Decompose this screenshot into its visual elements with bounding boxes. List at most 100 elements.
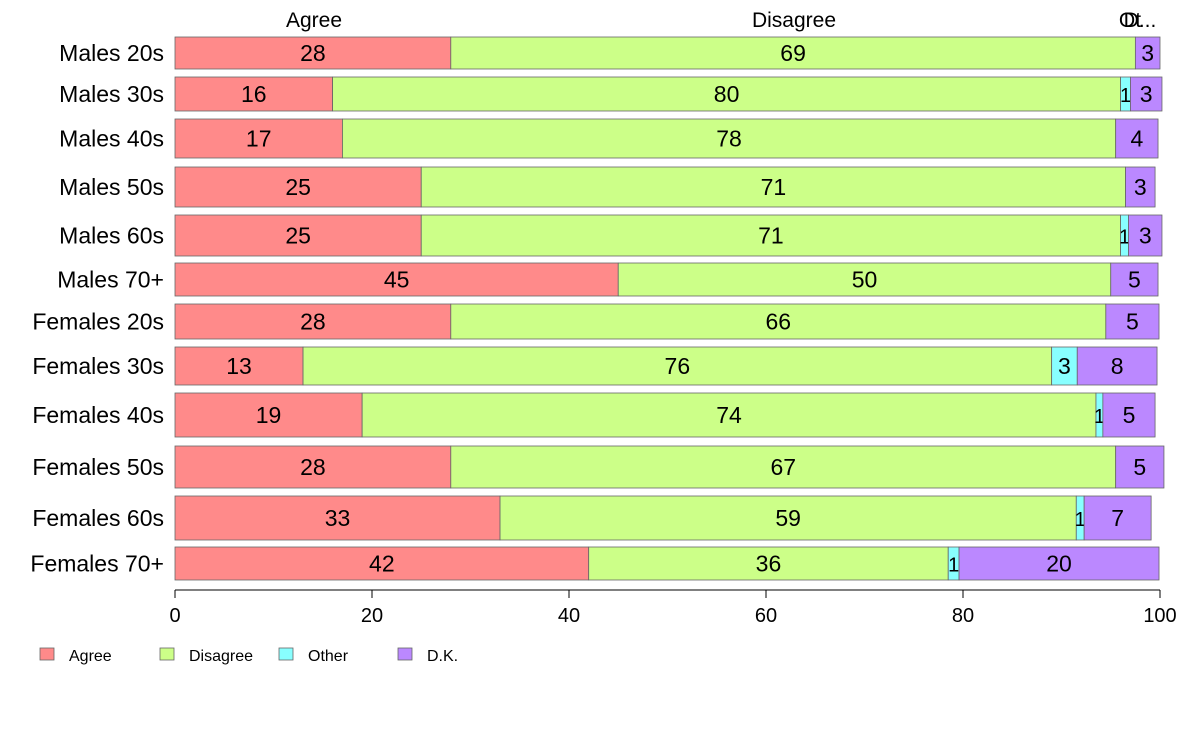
legend-label: Agree — [69, 648, 112, 665]
bar-value-label: 1 — [1075, 509, 1086, 531]
category-label: Males 60s — [59, 223, 164, 249]
bar-value-label: 25 — [285, 223, 311, 249]
bar-value-label: 50 — [852, 267, 878, 293]
bar-agree-3 — [174, 166, 422, 208]
legend-label: D.K. — [427, 648, 458, 665]
bar-d-k--1 — [1130, 76, 1163, 112]
bar-d-k--9 — [1115, 445, 1165, 489]
bar-disagree-4 — [420, 214, 1121, 257]
bar-agree-2 — [174, 118, 343, 159]
bar-disagree-2 — [342, 118, 1117, 159]
bar-value-label: 1 — [948, 555, 959, 577]
legend-label: Other — [308, 648, 349, 665]
bar-value-label: 28 — [300, 309, 326, 335]
bar-d-k--8 — [1102, 392, 1156, 438]
legend-swatch — [39, 647, 55, 661]
bar-disagree-1 — [332, 76, 1122, 112]
bar-value-label: 1 — [1120, 85, 1131, 107]
bar-value-label: 71 — [761, 174, 787, 200]
series-top-label: Ot — [1119, 9, 1141, 32]
bar-value-label: 20 — [1046, 551, 1072, 577]
bar-value-label: 4 — [1130, 126, 1143, 152]
legend-swatch — [159, 647, 175, 661]
category-label: Males 20s — [59, 40, 164, 66]
legend: Agree Disagree Other D.K. — [39, 647, 458, 665]
legend-label: Disagree — [189, 648, 253, 665]
bar-disagree-6 — [450, 303, 1107, 340]
bar-disagree-7 — [302, 346, 1053, 386]
category-label: Males 70+ — [57, 267, 164, 293]
series-top-label: Agree — [286, 9, 342, 32]
bar-value-label: 74 — [716, 402, 742, 428]
category-label: Males 30s — [59, 81, 164, 107]
bar-d-k--2 — [1115, 118, 1159, 159]
bar-value-label: 67 — [770, 454, 796, 480]
bar-value-label: 7 — [1111, 505, 1124, 531]
bar-d-k--10 — [1083, 495, 1152, 541]
bar-value-label: 5 — [1133, 454, 1146, 480]
bar-disagree-5 — [617, 262, 1112, 297]
bar-value-label: 3 — [1141, 40, 1154, 66]
bar-value-label: 5 — [1123, 402, 1136, 428]
bar-value-label: 3 — [1140, 81, 1153, 107]
x-axis: 0 20 40 60 80 100 — [169, 589, 1177, 627]
bar-value-label: 36 — [756, 551, 782, 577]
bar-value-label: 3 — [1134, 174, 1147, 200]
legend-swatch — [278, 647, 294, 661]
x-tick-label: 80 — [952, 605, 974, 627]
bar-d-k--0 — [1134, 36, 1161, 70]
bar-agree-6 — [174, 303, 452, 340]
bar-d-k--3 — [1125, 166, 1156, 208]
bar-d-k--5 — [1110, 262, 1159, 297]
bar-agree-7 — [174, 346, 304, 386]
x-tick-label: 20 — [361, 605, 383, 627]
bar-d-k--7 — [1076, 346, 1158, 386]
bar-value-label: 1 — [1094, 406, 1105, 428]
bar-value-label: 1 — [1119, 227, 1130, 249]
bar-agree-5 — [174, 262, 619, 297]
bar-value-label: 66 — [766, 309, 792, 335]
bar-value-label: 3 — [1139, 223, 1152, 249]
bar-value-label: 5 — [1128, 267, 1141, 293]
category-label: Females 70+ — [30, 551, 164, 577]
bar-value-label: 80 — [714, 81, 740, 107]
bar-d-k--6 — [1105, 303, 1160, 340]
bar-value-label: 42 — [369, 551, 395, 577]
bar-value-label: 13 — [226, 353, 252, 379]
category-label: Females 50s — [32, 454, 164, 480]
series-top-label: Disagree — [752, 9, 836, 32]
category-label: Females 30s — [32, 353, 164, 379]
series-top-label: D... — [1124, 9, 1157, 32]
bar-disagree-3 — [420, 166, 1126, 208]
x-tick-label: 100 — [1143, 605, 1176, 627]
category-label: Females 40s — [32, 402, 164, 428]
bar-value-label: 71 — [758, 223, 784, 249]
x-tick-label: 40 — [558, 605, 580, 627]
bar-value-label: 78 — [716, 126, 742, 152]
series-top-labels: Agree Disagree OtD... — [286, 9, 1156, 32]
bar-value-label: 19 — [256, 402, 282, 428]
bar-agree-0 — [174, 36, 452, 70]
bar-disagree-8 — [361, 392, 1097, 438]
bar-value-label: 59 — [775, 505, 801, 531]
bar-agree-1 — [174, 76, 334, 112]
bar-value-label: 25 — [285, 174, 311, 200]
bar-value-label: 5 — [1126, 309, 1139, 335]
bar-d-k--11 — [958, 546, 1160, 581]
bar-value-label: 8 — [1111, 353, 1124, 379]
x-tick-label: 60 — [755, 605, 777, 627]
bar-disagree-9 — [450, 445, 1117, 489]
category-label: Females 20s — [32, 309, 164, 335]
legend-swatch — [397, 647, 413, 661]
bar-value-label: 16 — [241, 81, 267, 107]
bar-d-k--4 — [1128, 214, 1163, 257]
bar-other-7 — [1051, 346, 1078, 386]
bars-group: 28 69 316 80 1 317 78 425 71 325 71 1 345 50 528 66 513 7… — [174, 36, 1165, 581]
bar-disagree-11 — [588, 546, 949, 581]
bar-value-label: 33 — [325, 505, 351, 531]
bar-value-label: 28 — [300, 454, 326, 480]
bar-value-label: 28 — [300, 40, 326, 66]
bar-value-label: 69 — [780, 40, 806, 66]
category-labels: Males 20s Males 30s Males 40s Males 50s Male… — [30, 40, 164, 577]
